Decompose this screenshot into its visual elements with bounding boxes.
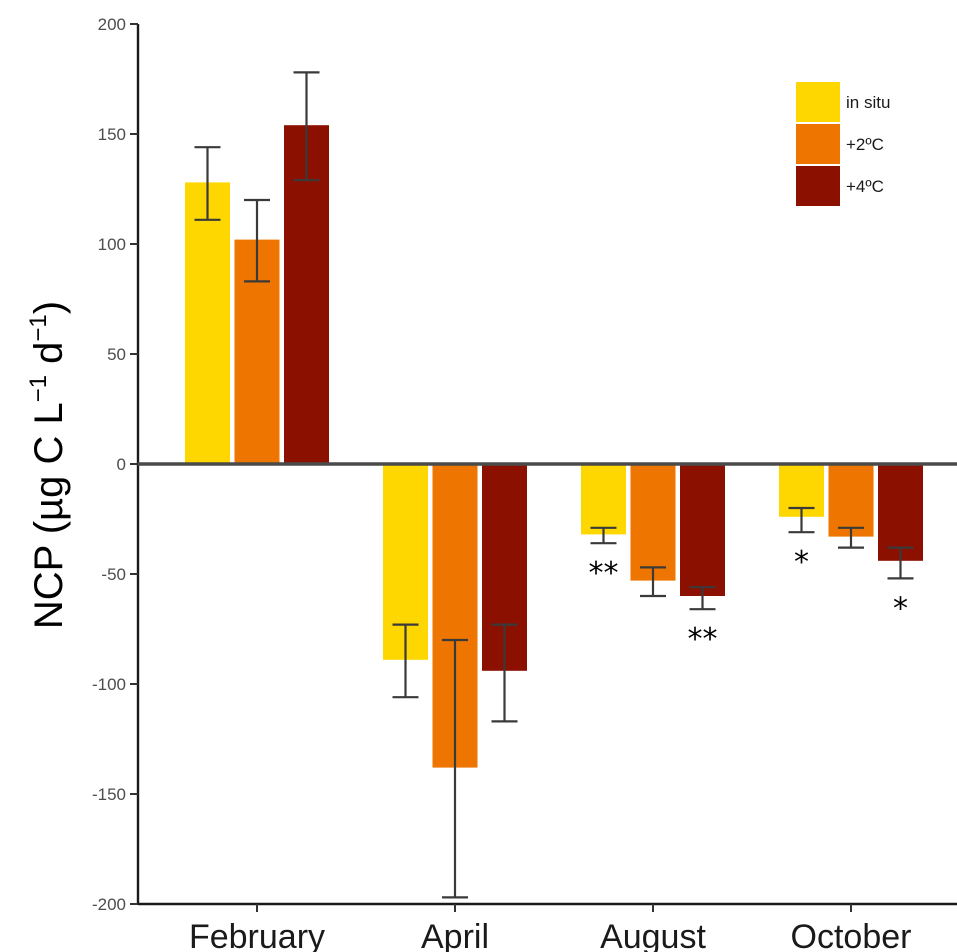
y-axis-label-main: NCP (µg C L (27, 402, 71, 629)
y-axis-label-exponent-2: −1 (25, 314, 52, 341)
y-tick-label: -200 (92, 895, 126, 914)
legend-item-plus2c: +2ºC (796, 124, 884, 164)
legend-swatch (796, 82, 840, 122)
y-tick-label: 50 (107, 345, 126, 364)
error-bar-february-plus2c (244, 198, 270, 283)
bar-february-plus4c (284, 125, 329, 464)
x-tick-label-august: August (600, 918, 706, 952)
y-tick-label: 150 (98, 125, 126, 144)
bar-august-plus4c (680, 464, 725, 596)
error-bar-february-plus4c (293, 71, 320, 182)
y-axis-label-unit-day: d (27, 342, 71, 375)
y-tick-label: -50 (101, 565, 126, 584)
y-tick-label: 200 (98, 15, 126, 34)
bars-layer (185, 125, 923, 768)
legend-item-in-situ: in situ (796, 82, 890, 122)
error-bar-october-plus4c (887, 546, 914, 580)
significance-august-in-situ: ** (589, 556, 619, 591)
bar-august-plus2c (630, 464, 676, 581)
y-axis-label: NCP (µg C L−1 d−1) (25, 301, 71, 629)
error-bars-layer (194, 71, 914, 899)
significance-october-plus4c: * (893, 591, 908, 626)
significance-august-plus4c: ** (688, 622, 718, 657)
legend-swatch (796, 124, 840, 164)
y-axis-label-close: ) (27, 301, 71, 314)
legend-label: +2ºC (846, 135, 884, 154)
legend-swatch (796, 166, 840, 206)
y-tick-label: 100 (98, 235, 126, 254)
y-tick-label: 0 (117, 455, 126, 474)
y-axis-label-exponent-1: −1 (25, 375, 52, 402)
axes-layer (130, 23, 957, 912)
legend-label: +4ºC (846, 177, 884, 196)
error-bar-august-plus4c (689, 586, 716, 611)
x-tick-label-april: April (421, 918, 489, 952)
x-tick-label-october: October (791, 918, 912, 952)
y-tick-label: -100 (92, 675, 126, 694)
error-bar-april-plus4c (491, 623, 518, 723)
error-bar-february-in-situ (194, 146, 221, 221)
bar-october-plus2c (828, 464, 874, 537)
significance-october-in-situ: * (794, 545, 809, 580)
error-bar-april-plus2c (442, 638, 468, 899)
error-bar-october-in-situ (788, 506, 815, 534)
bar-february-in-situ (185, 182, 230, 464)
legend-item-plus4c: +4ºC (796, 166, 884, 206)
error-bar-october-plus2c (838, 526, 864, 549)
error-bar-august-in-situ (590, 526, 617, 545)
error-bar-april-in-situ (392, 623, 419, 699)
y-tick-label: -150 (92, 785, 126, 804)
bar-august-in-situ (581, 464, 626, 535)
error-bar-august-plus2c (640, 566, 666, 598)
x-tick-label-february: February (189, 918, 325, 952)
labels-layer: ******200150100500-50-100-150-200Februar… (92, 15, 912, 952)
legend: in situ +2ºC +4ºC (796, 82, 890, 206)
legend-label: in situ (846, 93, 890, 112)
bar-october-plus4c (878, 464, 923, 561)
